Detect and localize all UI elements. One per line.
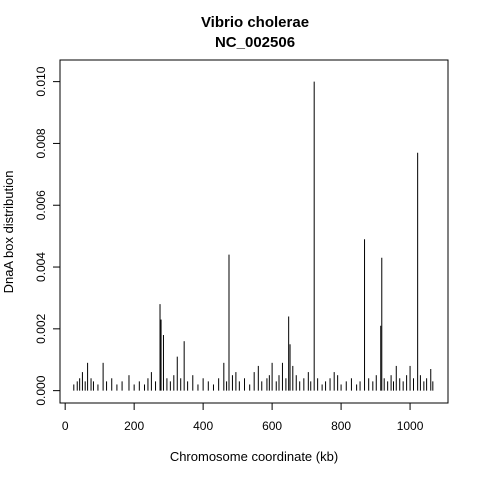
bars-group: [73, 81, 434, 391]
x-axis-label: Chromosome coordinate (kb): [170, 449, 338, 464]
y-axis: 0.000 0.002 0.004 0.006 0.008 0.010: [34, 66, 61, 406]
y-tick-label: 0.006: [34, 190, 48, 220]
x-tick-label: 800: [331, 419, 351, 433]
y-tick-label: 0.000: [34, 375, 48, 405]
x-tick-label: 400: [193, 419, 213, 433]
y-tick-label: 0.002: [34, 313, 48, 343]
x-tick-label: 1000: [397, 419, 424, 433]
x-tick-label: 600: [262, 419, 282, 433]
y-tick-label: 0.004: [34, 252, 48, 282]
x-tick-label: 0: [62, 419, 69, 433]
x-axis: 0 200 400 600 800 1000: [62, 402, 424, 433]
y-axis-label: DnaA box distribution: [1, 171, 16, 294]
plot-frame: [59, 59, 449, 404]
chart-title: Vibrio cholerae: [201, 14, 309, 31]
y-tick-label: 0.008: [34, 128, 48, 158]
y-tick-label: 0.010: [34, 66, 48, 96]
chart-subtitle: NC_002506: [215, 34, 295, 51]
x-tick-label: 200: [124, 419, 144, 433]
